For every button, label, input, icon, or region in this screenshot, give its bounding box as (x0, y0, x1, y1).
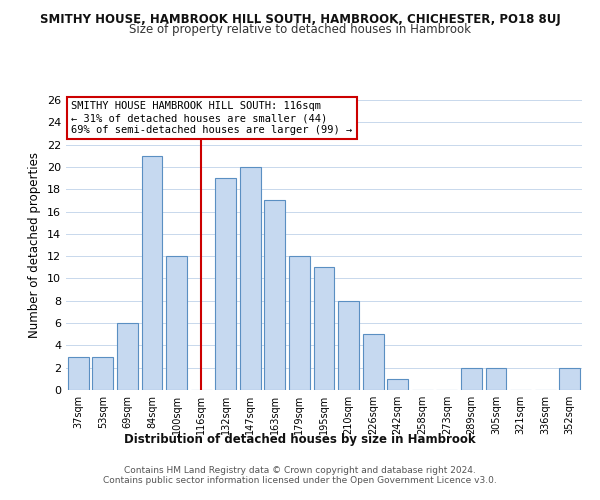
Bar (338, 301, 359, 390)
Bar (142, 156, 163, 390)
Bar (240, 167, 261, 390)
Bar (166, 256, 187, 390)
Bar (387, 379, 408, 390)
Bar (289, 256, 310, 390)
Bar (314, 268, 334, 390)
Bar (461, 368, 482, 390)
Y-axis label: Number of detached properties: Number of detached properties (28, 152, 41, 338)
Bar (92, 356, 113, 390)
Text: SMITHY HOUSE, HAMBROOK HILL SOUTH, HAMBROOK, CHICHESTER, PO18 8UJ: SMITHY HOUSE, HAMBROOK HILL SOUTH, HAMBR… (40, 12, 560, 26)
Text: Size of property relative to detached houses in Hambrook: Size of property relative to detached ho… (129, 24, 471, 36)
Bar (215, 178, 236, 390)
Bar (117, 323, 138, 390)
Bar (362, 334, 383, 390)
Bar (68, 356, 89, 390)
Text: Contains HM Land Registry data © Crown copyright and database right 2024.: Contains HM Land Registry data © Crown c… (124, 466, 476, 475)
Text: Contains public sector information licensed under the Open Government Licence v3: Contains public sector information licen… (103, 476, 497, 485)
Bar (559, 368, 580, 390)
Bar (265, 200, 286, 390)
Bar (485, 368, 506, 390)
Text: Distribution of detached houses by size in Hambrook: Distribution of detached houses by size … (124, 432, 476, 446)
Text: SMITHY HOUSE HAMBROOK HILL SOUTH: 116sqm
← 31% of detached houses are smaller (4: SMITHY HOUSE HAMBROOK HILL SOUTH: 116sqm… (71, 102, 352, 134)
